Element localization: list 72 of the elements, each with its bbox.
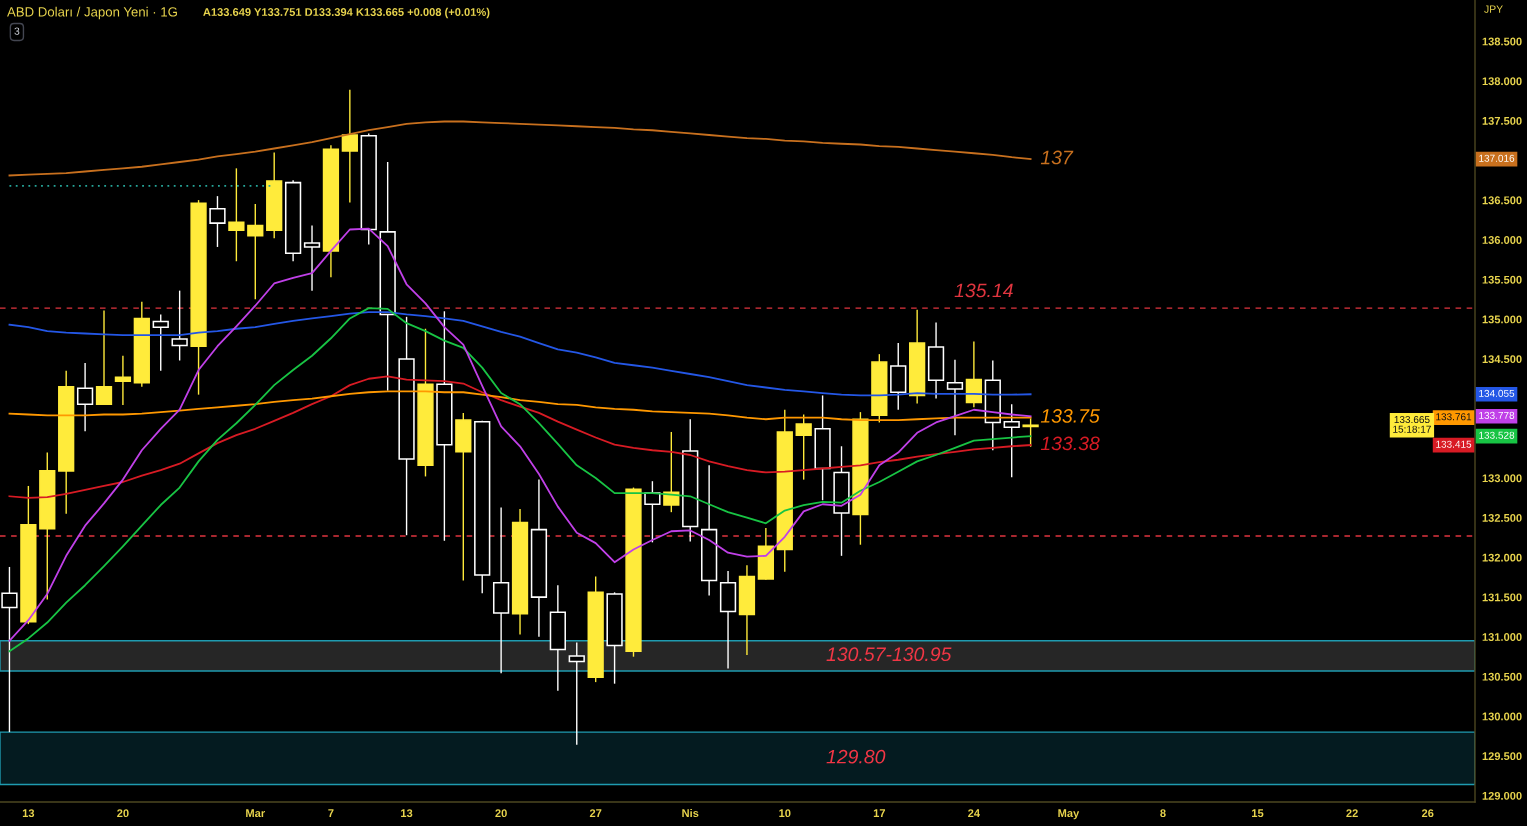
annotation: 133.761: [1436, 413, 1472, 421]
line-series: [8, 227, 1032, 642]
annotation: 133.665 15:18:17: [1393, 415, 1431, 433]
candlestick: [1, 566, 18, 733]
x-tick-label: 7: [328, 809, 334, 817]
candlestick: [114, 355, 132, 406]
annotation: 133.778: [1479, 411, 1515, 419]
chart-title: ABD Doları / Japon Yeni · 1G: [7, 6, 177, 20]
y-axis-title: JPY: [1484, 5, 1503, 13]
x-tick-label: 20: [117, 809, 129, 818]
annotation: 3: [14, 27, 20, 35]
y-tick-label: 129.500: [1482, 752, 1522, 761]
y-tick-label: 131.500: [1482, 593, 1522, 602]
y-tick-label: 134.500: [1482, 355, 1522, 364]
band-label: 130.57-130.95: [826, 647, 952, 662]
y-tick-label: 136.500: [1482, 196, 1522, 205]
annotation: 134.055: [1479, 389, 1515, 397]
candlestick: [644, 480, 661, 544]
y-tick-label: 129.000: [1482, 791, 1522, 800]
y-tick-label: 135.000: [1482, 315, 1522, 324]
x-tick-label: 13: [401, 809, 413, 818]
series-label: 133.75: [1040, 409, 1100, 423]
y-tick-label: 130.500: [1482, 672, 1522, 681]
x-tick-label: 26: [1421, 809, 1434, 818]
y-tick-label: 137.500: [1482, 116, 1522, 125]
x-tick-label: Nis: [682, 808, 699, 818]
text: A133.649 Y133.751 D133.394 K133.665 +0.008 (+0.01%): [203, 7, 490, 19]
candlestick: [209, 195, 226, 248]
x-tick-label: 24: [968, 809, 980, 817]
candlestick: [303, 224, 321, 292]
candlestick: [1022, 417, 1039, 448]
candlestick: [228, 167, 245, 262]
y-tick-label: 132.000: [1482, 553, 1522, 562]
x-tick-label: 13: [22, 809, 35, 818]
y-tick-label: 130.000: [1482, 712, 1522, 721]
annotation: 133.415: [1436, 440, 1472, 448]
x-tick-label: 20: [495, 809, 507, 818]
line-series: [8, 390, 1032, 421]
x-tick-label: 10: [779, 809, 791, 818]
candlestick: [76, 362, 94, 432]
line-series: [8, 375, 1032, 499]
candlestick: [341, 89, 358, 204]
candlestick: [1003, 403, 1020, 478]
x-tick-label: 15: [1252, 809, 1264, 818]
candlestick: [152, 313, 169, 372]
y-tick-label: 133.000: [1482, 474, 1522, 483]
series-label: 133.38: [1040, 436, 1100, 451]
band-label: 129.80: [826, 749, 886, 764]
annotation: 137.016: [1479, 154, 1515, 162]
x-tick-label: 17: [873, 809, 886, 817]
y-tick-label: 138.000: [1482, 77, 1522, 86]
x-tick-label: Mar: [246, 809, 265, 818]
candlestick: [795, 413, 812, 481]
candlestick: [247, 203, 264, 301]
y-tick-label: 136.000: [1482, 236, 1522, 244]
candlestick: [171, 289, 188, 362]
x-tick-label: May: [1058, 809, 1080, 820]
x-tick-label: 22: [1346, 809, 1358, 817]
line-series: [8, 311, 1032, 397]
candlestick: [568, 641, 585, 746]
y-tick-label: 138.500: [1482, 37, 1522, 46]
line-series: [8, 120, 1032, 177]
annotation: 133.528: [1479, 431, 1515, 439]
y-tick-label: 131.000: [1482, 633, 1522, 641]
y-tick-label: 132.500: [1482, 513, 1522, 522]
ref-line-label: 135.14: [954, 283, 1013, 298]
candlestick: [946, 359, 964, 436]
series-label: 137: [1040, 150, 1074, 165]
x-tick-label: 8: [1160, 809, 1166, 818]
y-tick-label: 135.500: [1482, 275, 1522, 284]
candlestick: [95, 309, 113, 406]
x-tick-label: 27: [589, 809, 602, 817]
